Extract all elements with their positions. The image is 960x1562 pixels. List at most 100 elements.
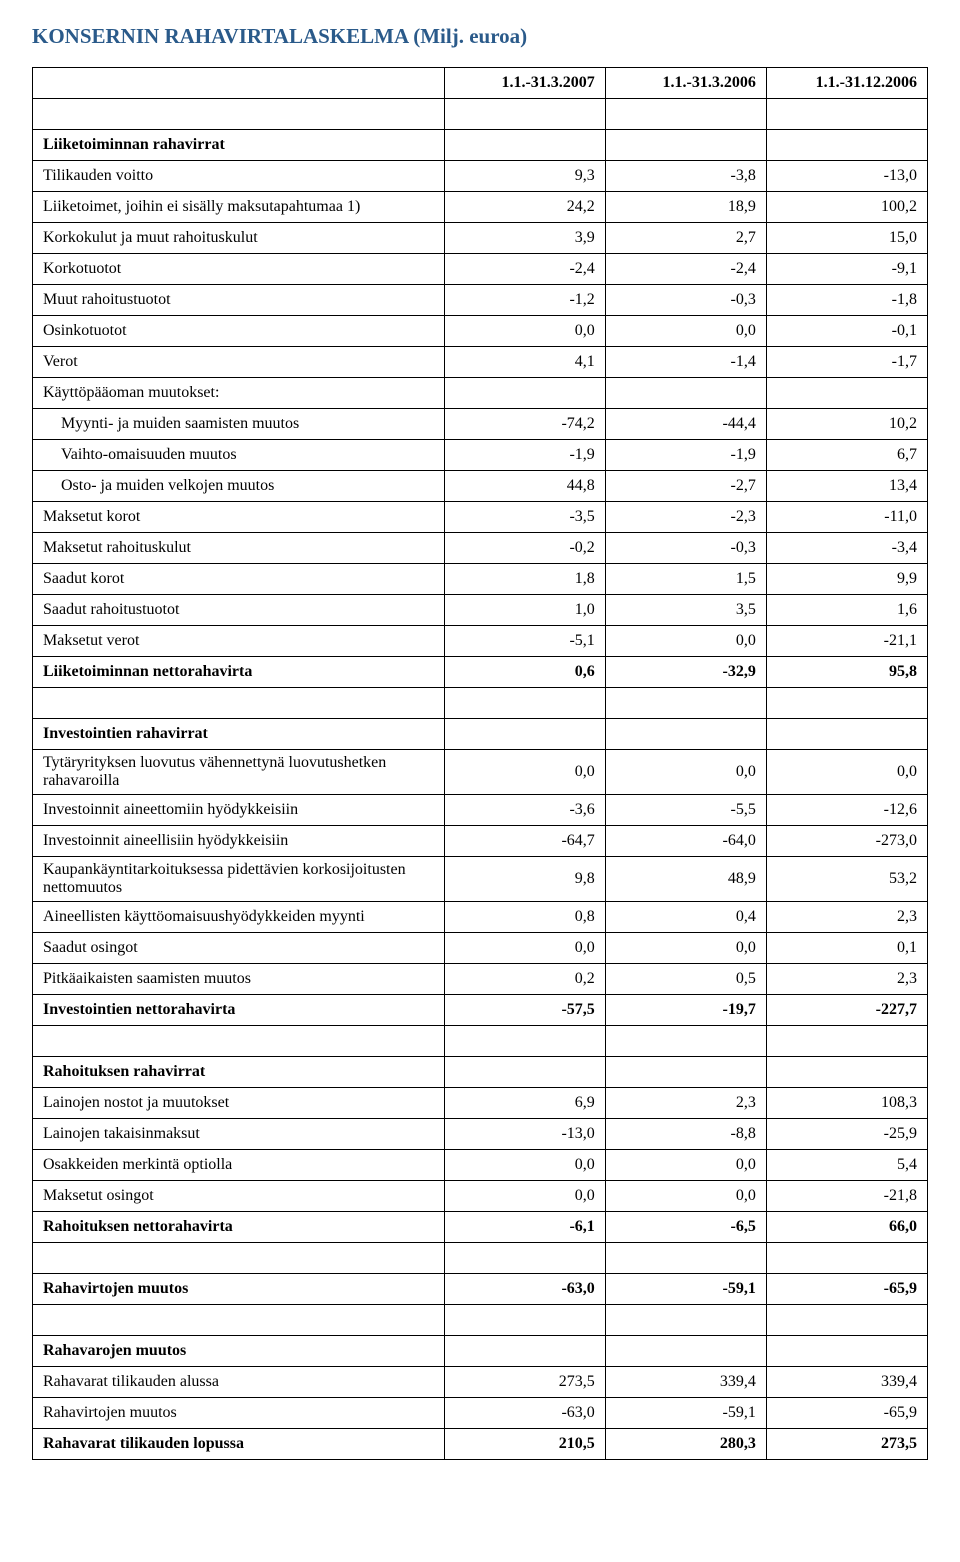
row-label: Investoinnit aineellisiin hyödykkeisiin: [33, 826, 445, 857]
cell-value: 18,9: [605, 192, 766, 223]
empty-cell: [33, 1305, 445, 1336]
cell-value: -44,4: [605, 409, 766, 440]
cell-value: 0,2: [444, 964, 605, 995]
cell-value: [444, 378, 605, 409]
cell-value: -9,1: [766, 254, 927, 285]
table-row: Rahoituksen rahavirrat: [33, 1057, 928, 1088]
empty-cell: [605, 99, 766, 130]
row-label: Rahoituksen rahavirrat: [33, 1057, 445, 1088]
row-label: Liiketoiminnan nettorahavirta: [33, 657, 445, 688]
row-label: Osinkotuotot: [33, 316, 445, 347]
row-label: Rahavirtojen muutos: [33, 1274, 445, 1305]
cell-value: -227,7: [766, 995, 927, 1026]
cashflow-table: 1.1.-31.3.20071.1.-31.3.20061.1.-31.12.2…: [32, 67, 928, 1460]
table-row: Maksetut osingot0,00,0-21,8: [33, 1181, 928, 1212]
cell-value: -0,3: [605, 533, 766, 564]
cell-value: 3,5: [605, 595, 766, 626]
table-row: Rahavarat tilikauden alussa273,5339,4339…: [33, 1367, 928, 1398]
table-row: Rahavarojen muutos: [33, 1336, 928, 1367]
row-label: Maksetut osingot: [33, 1181, 445, 1212]
row-label: Korkotuotot: [33, 254, 445, 285]
table-row: Liiketoiminnan nettorahavirta0,6-32,995,…: [33, 657, 928, 688]
row-label: Saadut korot: [33, 564, 445, 595]
table-row: Investoinnit aineettomiin hyödykkeisiin-…: [33, 795, 928, 826]
cell-value: 4,1: [444, 347, 605, 378]
table-row: Maksetut korot-3,5-2,3-11,0: [33, 502, 928, 533]
row-label: Rahavarat tilikauden lopussa: [33, 1429, 445, 1460]
cell-value: [766, 1057, 927, 1088]
table-row: Rahavarat tilikauden lopussa210,5280,327…: [33, 1429, 928, 1460]
table-row: Liiketoimet, joihin ei sisälly maksutapa…: [33, 192, 928, 223]
table-row: Korkokulut ja muut rahoituskulut3,92,715…: [33, 223, 928, 254]
row-label: Rahavarojen muutos: [33, 1336, 445, 1367]
cell-value: -1,7: [766, 347, 927, 378]
page-title: KONSERNIN RAHAVIRTALASKELMA (Milj. euroa…: [32, 24, 928, 49]
cell-value: 1,5: [605, 564, 766, 595]
cell-value: -13,0: [766, 161, 927, 192]
table-row: Vaihto-omaisuuden muutos-1,9-1,96,7: [33, 440, 928, 471]
cell-value: 0,4: [605, 902, 766, 933]
empty-cell: [33, 99, 445, 130]
cell-value: 66,0: [766, 1212, 927, 1243]
cell-value: [444, 719, 605, 750]
cell-value: 0,0: [605, 316, 766, 347]
cell-value: 273,5: [766, 1429, 927, 1460]
row-label: Verot: [33, 347, 445, 378]
cell-value: 0,0: [444, 750, 605, 795]
table-row: Tytäryrityksen luovutus vähennettynä luo…: [33, 750, 928, 795]
cell-value: 339,4: [605, 1367, 766, 1398]
empty-cell: [444, 1305, 605, 1336]
cell-value: -6,5: [605, 1212, 766, 1243]
cell-value: 100,2: [766, 192, 927, 223]
cell-value: 0,0: [605, 626, 766, 657]
row-label: Aineellisten käyttöomaisuushyödykkeiden …: [33, 902, 445, 933]
cell-value: 9,8: [444, 857, 605, 902]
cell-value: 0,0: [605, 750, 766, 795]
empty-cell: [444, 1026, 605, 1057]
cell-value: [605, 719, 766, 750]
cell-value: 48,9: [605, 857, 766, 902]
row-label: Saadut osingot: [33, 933, 445, 964]
row-label: Liiketoiminnan rahavirrat: [33, 130, 445, 161]
cell-value: 0,0: [444, 316, 605, 347]
row-label: Rahavirtojen muutos: [33, 1398, 445, 1429]
empty-cell: [33, 1026, 445, 1057]
cell-value: 44,8: [444, 471, 605, 502]
cell-value: 2,3: [766, 902, 927, 933]
cell-value: 0,0: [444, 1150, 605, 1181]
cell-value: 0,8: [444, 902, 605, 933]
row-label: Saadut rahoitustuotot: [33, 595, 445, 626]
cell-value: -1,8: [766, 285, 927, 316]
empty-cell: [766, 1305, 927, 1336]
row-label: Maksetut korot: [33, 502, 445, 533]
row-label: Osto- ja muiden velkojen muutos: [33, 471, 445, 502]
cell-value: [444, 1057, 605, 1088]
cell-value: 339,4: [766, 1367, 927, 1398]
cell-value: -8,8: [605, 1119, 766, 1150]
empty-cell: [444, 688, 605, 719]
cell-value: -1,9: [444, 440, 605, 471]
cell-value: -64,7: [444, 826, 605, 857]
row-label: Maksetut verot: [33, 626, 445, 657]
row-label: Tilikauden voitto: [33, 161, 445, 192]
cell-value: -65,9: [766, 1398, 927, 1429]
empty-cell: [605, 1243, 766, 1274]
row-label: Rahavarat tilikauden alussa: [33, 1367, 445, 1398]
table-row: Korkotuotot-2,4-2,4-9,1: [33, 254, 928, 285]
cell-value: 5,4: [766, 1150, 927, 1181]
row-label: Vaihto-omaisuuden muutos: [33, 440, 445, 471]
table-row: Investoinnit aineellisiin hyödykkeisiin-…: [33, 826, 928, 857]
cell-value: -21,1: [766, 626, 927, 657]
cell-value: -5,5: [605, 795, 766, 826]
table-row: Osto- ja muiden velkojen muutos44,8-2,71…: [33, 471, 928, 502]
cell-value: [766, 1336, 927, 1367]
cell-value: -273,0: [766, 826, 927, 857]
cell-value: 0,0: [766, 750, 927, 795]
cell-value: 1,0: [444, 595, 605, 626]
cell-value: -6,1: [444, 1212, 605, 1243]
row-label: Lainojen takaisinmaksut: [33, 1119, 445, 1150]
table-row: Pitkäaikaisten saamisten muutos0,20,52,3: [33, 964, 928, 995]
cell-value: 13,4: [766, 471, 927, 502]
cell-value: [766, 719, 927, 750]
row-label: Maksetut rahoituskulut: [33, 533, 445, 564]
